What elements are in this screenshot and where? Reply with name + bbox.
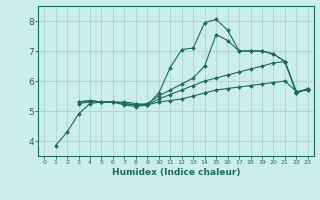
X-axis label: Humidex (Indice chaleur): Humidex (Indice chaleur): [112, 168, 240, 177]
